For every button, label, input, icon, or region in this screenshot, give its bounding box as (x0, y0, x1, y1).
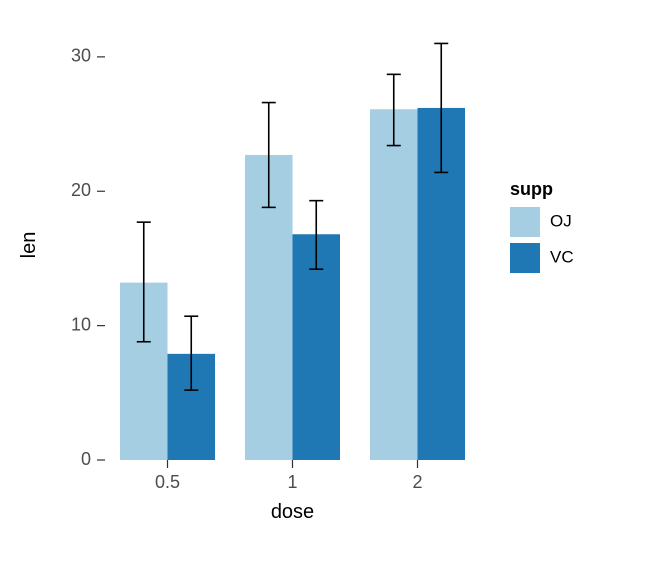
y-tick-label: 0 (81, 449, 91, 469)
legend-swatch (510, 207, 540, 237)
bar-oj (370, 109, 418, 460)
x-tick-label: 1 (287, 472, 297, 492)
legend-label: OJ (550, 211, 572, 230)
y-tick-label: 10 (71, 314, 91, 334)
x-tick-label: 2 (412, 472, 422, 492)
chart-container: 0 10 20 30 len 0.5 1 2 dose supp OJ VC (0, 0, 672, 576)
legend-swatch (510, 243, 540, 273)
bar-chart: 0 10 20 30 len 0.5 1 2 dose supp OJ VC (0, 0, 672, 576)
y-tick-label: 30 (71, 46, 91, 66)
x-tick-label: 0.5 (155, 472, 180, 492)
legend-title: supp (510, 179, 553, 199)
y-tick-label: 20 (71, 180, 91, 200)
y-axis-title: len (18, 232, 40, 259)
x-axis-title: dose (271, 501, 314, 523)
legend-label: VC (550, 247, 574, 266)
